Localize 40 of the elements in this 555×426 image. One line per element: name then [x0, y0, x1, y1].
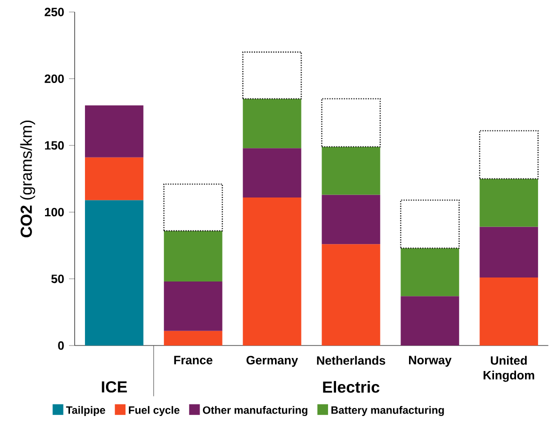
bar: [322, 244, 380, 346]
bar: [480, 178, 538, 227]
legend-label: Fuel cycle: [128, 406, 180, 416]
legend-label: Other manufacturing: [202, 406, 308, 416]
y-tick-label: 50: [51, 274, 64, 284]
bar: [163, 184, 223, 232]
bar: [84, 158, 144, 200]
text: Electric: [323, 381, 380, 393]
bar: [242, 52, 302, 100]
bar: [322, 194, 380, 244]
bar: [480, 278, 538, 346]
x-tick-label: Netherlands: [317, 356, 386, 365]
bar: [242, 148, 302, 198]
y-tick-label: 150: [45, 141, 64, 150]
y-tick-label: 200: [44, 74, 64, 84]
bar: [479, 130, 539, 180]
text: ICE: [102, 381, 127, 393]
bar: [164, 331, 222, 346]
x-tick-label: Norway: [409, 356, 452, 367]
y-tick-label: 0: [58, 341, 64, 350]
bar: [480, 227, 538, 278]
bar: [400, 248, 460, 296]
bar: [84, 106, 144, 158]
x-tick-label: United Kingdom: [484, 356, 534, 382]
bar: [321, 98, 381, 148]
bar: [242, 98, 302, 148]
bar: [164, 231, 222, 282]
bar: [322, 146, 380, 195]
x-tick-label: France: [174, 356, 212, 365]
y-tick-label: 250: [44, 8, 64, 16]
y-axis-title: CO2 (grams/km): [20, 120, 36, 238]
bar: [164, 282, 222, 332]
legend-label: Tailpipe: [66, 406, 106, 416]
bar: [242, 198, 302, 346]
bar: [84, 200, 144, 346]
x-tick-label: Germany: [246, 356, 298, 368]
y-tick-label: 100: [45, 208, 64, 217]
legend-label: Battery manufacturing: [331, 406, 444, 416]
bar: [400, 200, 460, 249]
bar: [400, 296, 460, 346]
